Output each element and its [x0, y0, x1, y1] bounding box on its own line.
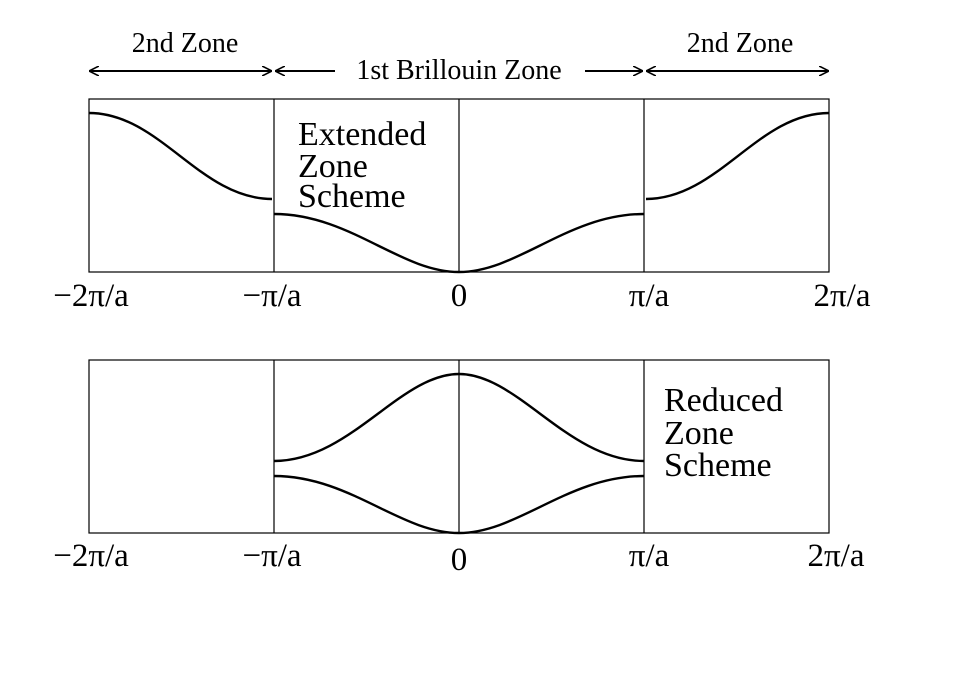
- extended-tick-zero: 0: [451, 278, 468, 314]
- reduced-lower-band: [273, 474, 645, 535]
- extended-label-line-3: Scheme: [298, 178, 406, 215]
- reduced-zone-panel: Reduced Zone Scheme −2π/a −π/a 0 π/a 2π/…: [53, 359, 865, 578]
- reduced-upper-band: [273, 372, 645, 463]
- reduced-label-line-1: Reduced: [664, 382, 783, 419]
- extended-tick-minus-2pi: −2π/a: [53, 278, 129, 314]
- extended-tick-2pi: 2π/a: [814, 278, 871, 314]
- extended-zone-panel: Extended Zone Scheme −2π/a −π/a 0 π/a 2π…: [53, 98, 871, 314]
- reduced-tick-pi: π/a: [629, 538, 670, 574]
- extended-tick-minus-pi: −π/a: [242, 278, 301, 314]
- reduced-tick-zero: 0: [451, 542, 468, 578]
- reduced-label-line-3: Scheme: [664, 447, 772, 484]
- extended-tick-pi: π/a: [629, 278, 670, 314]
- reduced-tick-minus-pi: −π/a: [242, 538, 301, 574]
- second-zone-left-label: 2nd Zone: [132, 28, 239, 59]
- reduced-tick-minus-2pi: −2π/a: [53, 538, 129, 574]
- extended-band-first-zone: [273, 212, 645, 274]
- reduced-tick-2pi: 2π/a: [808, 538, 865, 574]
- reduced-label-line-2: Zone: [664, 415, 734, 452]
- first-brillouin-zone-label: 1st Brillouin Zone: [356, 55, 561, 86]
- extended-band-right-second-zone: [645, 111, 830, 201]
- extended-label-line-1: Extended: [298, 116, 426, 153]
- extended-label-line-2: Zone: [298, 148, 368, 185]
- zone-header: 2nd Zone 1st Brillouin Zone 2nd Zone: [90, 28, 828, 86]
- second-zone-right-label: 2nd Zone: [687, 28, 794, 59]
- extended-band-left-second-zone: [88, 111, 273, 201]
